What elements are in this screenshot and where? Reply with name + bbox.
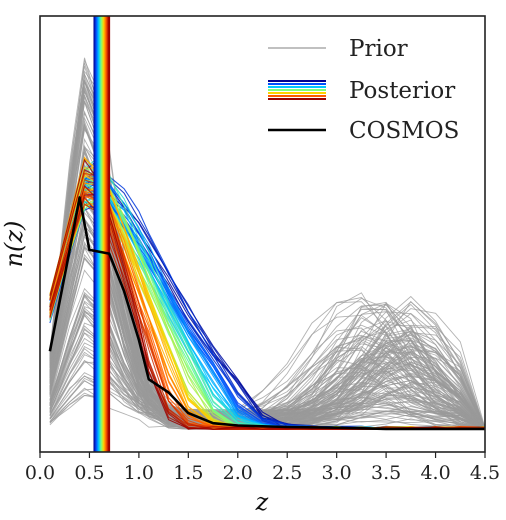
x-tick-label: 4.5 xyxy=(470,462,500,484)
cosmos-line xyxy=(48,196,485,431)
x-tick-label: 0.0 xyxy=(25,462,55,484)
x-tick-label: 2.0 xyxy=(223,462,253,484)
plot-frame xyxy=(39,15,486,453)
cosmos-curve xyxy=(48,196,485,431)
x-axis-label: z xyxy=(255,488,269,516)
x-tick-label: 1.5 xyxy=(173,462,203,484)
x-tick-label: 1.0 xyxy=(124,462,154,484)
posterior-mean-bands xyxy=(93,16,111,452)
legend: Prior Posterior COSMOS xyxy=(268,36,459,144)
legend-label: Prior xyxy=(349,36,408,62)
legend-label: Posterior xyxy=(349,78,455,104)
x-axis-ticks: 0.0 0.5 1.0 1.5 2.0 2.5 3.0 3.5 4.0 4.5 xyxy=(25,452,500,484)
x-tick-label: 3.5 xyxy=(371,462,401,484)
x-tick-label: 3.0 xyxy=(322,462,352,484)
legend-label: COSMOS xyxy=(349,118,459,144)
x-tick-label: 2.5 xyxy=(272,462,302,484)
x-tick-label: 4.0 xyxy=(420,462,450,484)
y-axis-label: n(z) xyxy=(0,221,28,268)
x-tick-label: 0.5 xyxy=(74,462,104,484)
